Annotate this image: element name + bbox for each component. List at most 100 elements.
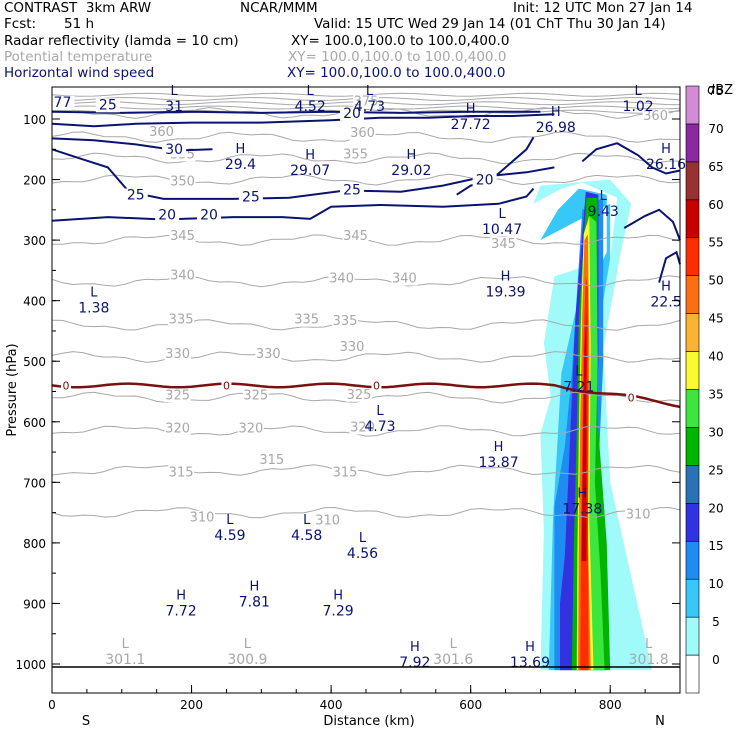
y-tick-label: 300 (23, 234, 46, 248)
extremum-value: 7.81 (239, 594, 270, 610)
high-marker: H (333, 588, 343, 603)
theta-label: 335 (333, 314, 358, 329)
extremum-value: 4.73 (354, 99, 385, 115)
x-tick-label: 600 (459, 698, 482, 712)
high-marker: H (661, 142, 671, 157)
theta-label-bg (490, 236, 517, 251)
theta-label: 315 (333, 465, 358, 480)
freezing-level: 0 0 0 0 (51, 379, 681, 409)
fcst-label: Fcst: (4, 16, 37, 32)
wind-label: 25 (343, 183, 361, 199)
wind-label-bg (340, 183, 365, 198)
theta-label: 325 (165, 388, 190, 403)
wind-contour-30 (51, 137, 213, 152)
colorbar-label-10: 10 (708, 577, 723, 591)
wind-contour-25 (51, 110, 541, 114)
extremum-value: 300.9 (227, 652, 267, 668)
theta-label: 360 (643, 109, 668, 124)
wind-contour-25 (581, 142, 681, 175)
theta-label-bg (642, 109, 669, 124)
colorbar: 0 5 10 15 20 25 30 35 40 45 50 55 60 65 70 75 (685, 84, 724, 694)
wind-contours: 30 25 25 25 20 20 20 20 25 77 (50, 95, 681, 283)
theta-label-bg (164, 421, 191, 436)
high-marker: H (305, 148, 315, 163)
theta-contour-315 (51, 464, 681, 477)
theta-label-bg (314, 513, 341, 528)
extremum-value: 7.21 (563, 379, 594, 395)
colorbar-label-30: 30 (708, 425, 723, 439)
wind-label: 77 (54, 95, 72, 111)
theta-contour-375 (51, 106, 681, 119)
wind-label-bg (95, 98, 120, 113)
colorbar-label-35: 35 (708, 387, 723, 401)
extremum-value: 13.87 (479, 455, 519, 471)
theta-contour-335 (51, 319, 681, 331)
extremum-value: 301.1 (105, 652, 145, 668)
theta-label: 335 (294, 313, 319, 328)
low-marker: L (122, 637, 130, 652)
theta-label-bg (169, 174, 196, 189)
wind-label: 25 (99, 97, 117, 113)
high-marker: H (249, 579, 259, 594)
colorbar-swatch-25 (685, 465, 700, 504)
theta-label-bg (349, 420, 376, 435)
colorbar-swatch-20 (685, 503, 700, 542)
theta-contour-320 (51, 425, 681, 437)
theta-label: 330 (256, 347, 281, 362)
wind-label: 20 (158, 208, 176, 224)
freezing-label: 0 (373, 379, 380, 392)
colorbar-label-5: 5 (712, 615, 720, 629)
theta-label-bg (353, 94, 379, 109)
theta-contour-355 (51, 152, 681, 165)
y-tick-label: 100 (23, 113, 46, 127)
fcst-value: 51 h (64, 16, 95, 32)
high-marker: H (577, 487, 587, 502)
freezing-label: 0 (223, 379, 230, 392)
high-marker: H (494, 440, 504, 455)
colorbar-label-15: 15 (708, 539, 723, 553)
field1-xy: XY= 100.0,100.0 to 100.0,400.0 (291, 33, 510, 49)
wind-label-bg (123, 188, 148, 203)
colorbar-swatch-45 (685, 313, 700, 352)
theta-label: 315 (169, 465, 194, 480)
theta-label-bg (293, 312, 320, 327)
colorbar-swatch-30 (685, 427, 700, 466)
wind-label: 20 (343, 106, 361, 122)
wind-label: 20 (200, 208, 218, 224)
theta-label: 330 (340, 340, 365, 355)
wind-label: 25 (242, 189, 260, 205)
theta-label: 315 (259, 453, 284, 468)
theta-label: 360 (149, 125, 174, 140)
theta-label-bg (237, 421, 264, 436)
theta-contour-310 (51, 506, 681, 519)
y-tick-label: 700 (23, 476, 46, 490)
extremum-value: 9.43 (588, 204, 619, 220)
extremum-value: 4.58 (291, 528, 322, 544)
colorbar-swatch-60 (685, 199, 700, 239)
x-tick-label: 0 (48, 698, 56, 712)
low-marker: L (359, 531, 367, 546)
extremum-value: 7.72 (166, 603, 197, 619)
theta-label-bg (346, 387, 373, 402)
wind-contour-20 (456, 136, 535, 196)
wind-label-bg (472, 173, 497, 188)
theta-label: 330 (165, 347, 190, 362)
colorbar-label-60: 60 (708, 198, 723, 212)
high-marker: H (525, 640, 535, 655)
theta-label: 340 (170, 268, 195, 283)
theta-label: 320 (238, 422, 263, 437)
wind-label-bg (340, 106, 365, 121)
y-tick-label: 200 (23, 174, 46, 188)
extremum-value: 26.98 (536, 120, 576, 136)
colorbar-label-0: 0 (712, 653, 720, 667)
colorbar-swatch-65 (685, 161, 700, 201)
y-tick-label: 1000 (15, 658, 46, 672)
theta-label: 345 (170, 229, 195, 244)
theta-label: 355 (343, 147, 368, 162)
high-marker: H (410, 640, 420, 655)
extremum-value: 27.72 (451, 117, 491, 133)
theta-label: 320 (350, 420, 375, 435)
field1-name: Radar reflectivity (lamda = 10 cm) (4, 33, 239, 49)
freezing-label-bg (221, 379, 232, 391)
wind-label-bg (238, 190, 263, 205)
